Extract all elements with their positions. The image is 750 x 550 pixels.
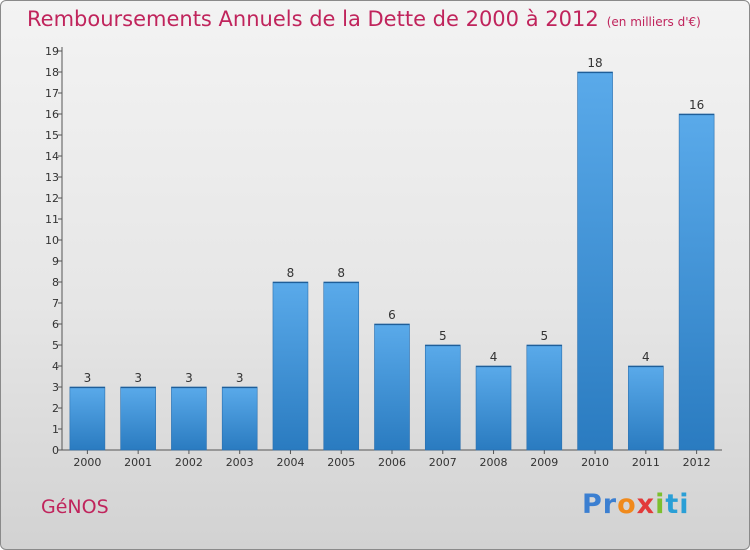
bar-value-label: 4 — [642, 350, 650, 364]
bar-value-label: 18 — [587, 56, 602, 70]
bar — [171, 386, 207, 451]
y-tick-label: 0 — [52, 444, 59, 457]
x-tick-label: 2001 — [124, 456, 152, 469]
y-tick-label: 1 — [52, 423, 59, 436]
logo-part-3: x — [636, 489, 656, 520]
y-tick-label: 10 — [45, 234, 59, 247]
bar-value-label: 6 — [388, 308, 396, 322]
y-tick-label: 14 — [45, 150, 59, 163]
y-tick-label: 7 — [52, 297, 59, 310]
x-tick-label: 2007 — [429, 456, 457, 469]
y-tick-label: 16 — [45, 108, 59, 121]
y-tick-label: 6 — [52, 318, 59, 331]
x-tick-label: 2003 — [226, 456, 254, 469]
y-tick-label: 8 — [52, 276, 59, 289]
y-tick-label: 2 — [52, 402, 59, 415]
y-tick-label: 17 — [45, 87, 59, 100]
chart-labels: 3 2000 3 2001 3 2002 3 2003 8 2004 8 2005 6 2006 5 2007… — [73, 56, 710, 469]
bar — [475, 365, 512, 451]
x-tick-label: 2002 — [175, 456, 203, 469]
bar — [678, 113, 715, 451]
x-tick-label: 2005 — [327, 456, 355, 469]
bar — [323, 281, 360, 451]
bar-value-label: 8 — [337, 266, 345, 280]
y-tick-label: 9 — [52, 255, 59, 268]
logo-part-1: Pr — [582, 489, 618, 520]
bar — [424, 344, 461, 451]
x-tick-label: 2009 — [530, 456, 558, 469]
y-tick-label: 3 — [52, 381, 59, 394]
y-tick-label: 19 — [45, 45, 59, 58]
y-tick-label: 4 — [52, 360, 59, 373]
commune-name: GéNOS — [41, 496, 109, 518]
y-tick-label: 5 — [52, 339, 59, 352]
x-tick-label: 2000 — [73, 456, 101, 469]
bar — [526, 344, 563, 451]
x-tick-label: 2012 — [683, 456, 711, 469]
bar-value-label: 3 — [134, 371, 142, 385]
bar — [120, 386, 156, 451]
bar-value-label: 4 — [490, 350, 498, 364]
bar — [628, 365, 664, 451]
x-tick-label: 2008 — [480, 456, 508, 469]
x-tick-label: 2011 — [632, 456, 660, 469]
y-tick-label: 15 — [45, 129, 59, 142]
bar — [272, 281, 309, 451]
logo-part-4: i — [655, 489, 666, 520]
bar-value-label: 5 — [540, 329, 548, 343]
y-tick-label: 13 — [45, 171, 59, 184]
logo-part-5: ti — [665, 489, 690, 520]
x-tick-label: 2004 — [276, 456, 304, 469]
chart-subtitle: (en milliers d'€) — [606, 15, 701, 29]
bar-value-label: 5 — [439, 329, 447, 343]
x-tick-label: 2010 — [581, 456, 609, 469]
y-tick-label: 11 — [45, 213, 59, 226]
bar-value-label: 8 — [287, 266, 295, 280]
logo-part-2: o — [617, 489, 637, 520]
chart-title: Remboursements Annuels de la Dette de 20… — [27, 7, 599, 31]
chart-bars — [69, 71, 715, 451]
bar — [577, 71, 613, 451]
bar — [374, 323, 410, 451]
y-tick-label: 18 — [45, 66, 59, 79]
bar — [69, 386, 106, 451]
bar-value-label: 3 — [185, 371, 193, 385]
proxiti-logo: Proxiti — [582, 489, 690, 520]
bar — [221, 386, 258, 451]
x-tick-label: 2006 — [378, 456, 406, 469]
bar-value-label: 3 — [84, 371, 92, 385]
bar-value-label: 3 — [236, 371, 244, 385]
bar-value-label: 16 — [689, 98, 704, 112]
chart-title-line: Remboursements Annuels de la Dette de 20… — [27, 7, 701, 31]
y-tick-label: 12 — [45, 192, 59, 205]
